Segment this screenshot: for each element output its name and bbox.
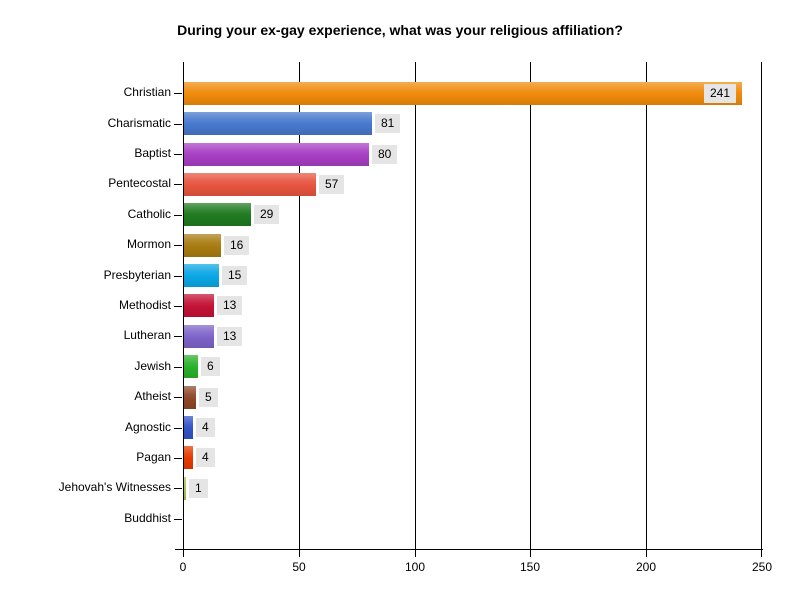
bar bbox=[184, 446, 193, 469]
category-label: Methodist bbox=[118, 298, 171, 312]
category-label: Presbyterian bbox=[103, 268, 171, 282]
bar bbox=[184, 386, 196, 409]
gridline bbox=[415, 62, 416, 550]
category-label: Jewish bbox=[134, 359, 171, 373]
value-label: 80 bbox=[372, 145, 398, 164]
category-tick bbox=[174, 397, 182, 398]
bar bbox=[184, 82, 742, 105]
category-tick bbox=[174, 488, 182, 489]
x-axis-tick-label: 0 bbox=[179, 560, 187, 574]
category-label: Atheist bbox=[134, 389, 171, 403]
plot-area: 0 50 100 150 200 250 Christian 241 Charismatic 81… bbox=[59, 62, 772, 574]
bar bbox=[184, 112, 372, 135]
value-label: 241 bbox=[704, 84, 737, 103]
category-tick bbox=[174, 215, 182, 216]
value-label: 29 bbox=[254, 205, 280, 224]
x-axis-line bbox=[175, 549, 763, 550]
bar bbox=[184, 416, 193, 439]
category-label: Catholic bbox=[127, 207, 171, 221]
value-label: 81 bbox=[375, 114, 401, 133]
gridline bbox=[646, 62, 647, 550]
bar bbox=[184, 234, 221, 257]
category-tick bbox=[174, 276, 182, 277]
x-axis-tick bbox=[761, 550, 762, 557]
bar bbox=[184, 477, 186, 500]
bar bbox=[184, 264, 219, 287]
value-label: 5 bbox=[199, 388, 218, 407]
bar bbox=[184, 203, 251, 226]
x-axis-tick bbox=[530, 550, 531, 557]
x-axis-tick-label: 250 bbox=[751, 560, 773, 574]
category-tick bbox=[174, 336, 182, 337]
category-label: Lutheran bbox=[123, 328, 171, 342]
value-label: 16 bbox=[224, 236, 250, 255]
category-tick bbox=[174, 93, 182, 94]
bar bbox=[184, 294, 214, 317]
category-tick bbox=[174, 184, 182, 185]
x-axis-tick-label: 200 bbox=[635, 560, 657, 574]
gridline bbox=[299, 62, 300, 550]
gridline bbox=[530, 62, 531, 550]
category-label: Jehovah's Witnesses bbox=[58, 480, 171, 494]
category-tick bbox=[174, 124, 182, 125]
category-label: Charismatic bbox=[107, 116, 171, 130]
value-label: 57 bbox=[319, 175, 345, 194]
value-label: 13 bbox=[217, 296, 243, 315]
category-label: Agnostic bbox=[124, 420, 171, 434]
category-tick bbox=[174, 154, 182, 155]
category-label: Mormon bbox=[126, 237, 171, 251]
x-axis-tick bbox=[183, 550, 184, 557]
category-tick bbox=[174, 428, 182, 429]
chart-title: During your ex-gay experience, what was … bbox=[177, 22, 623, 38]
category-label: Buddhist bbox=[124, 511, 171, 525]
category-label: Pagan bbox=[136, 450, 171, 464]
gridline bbox=[761, 62, 762, 550]
category-tick bbox=[174, 245, 182, 246]
value-label: 1 bbox=[189, 479, 208, 498]
value-label: 15 bbox=[222, 266, 248, 285]
x-axis-tick bbox=[646, 550, 647, 557]
category-tick bbox=[174, 306, 182, 307]
category-tick bbox=[174, 367, 182, 368]
value-label: 4 bbox=[196, 418, 215, 437]
x-axis-tick bbox=[415, 550, 416, 557]
value-label: 6 bbox=[201, 357, 220, 376]
bar bbox=[184, 325, 214, 348]
x-axis-tick-label: 100 bbox=[404, 560, 426, 574]
value-label: 13 bbox=[217, 327, 243, 346]
category-label: Pentecostal bbox=[108, 176, 171, 190]
bar bbox=[184, 173, 316, 196]
category-tick bbox=[174, 519, 182, 520]
value-label: 4 bbox=[196, 448, 215, 467]
y-axis-line bbox=[183, 62, 184, 550]
x-axis-tick bbox=[299, 550, 300, 557]
category-tick bbox=[174, 458, 182, 459]
x-axis-tick-label: 150 bbox=[519, 560, 541, 574]
bar bbox=[184, 143, 369, 166]
bar bbox=[184, 355, 198, 378]
x-axis-tick-label: 50 bbox=[292, 560, 306, 574]
category-label: Christian bbox=[123, 85, 171, 99]
category-label: Baptist bbox=[134, 146, 171, 160]
